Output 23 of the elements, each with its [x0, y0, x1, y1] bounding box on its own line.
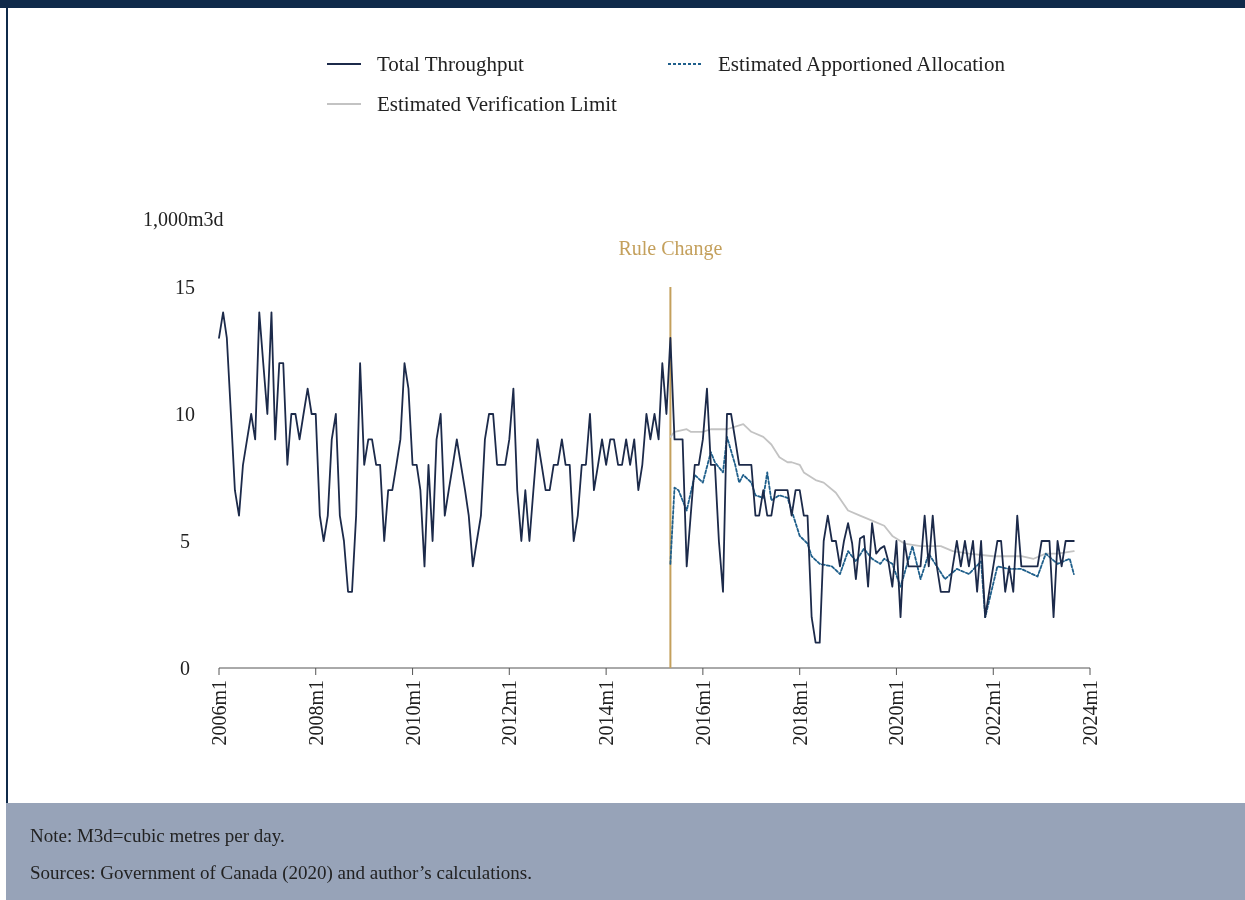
- legend-label: Estimated Apportioned Allocation: [718, 52, 1006, 76]
- x-tick-label: 2006m1: [208, 680, 230, 746]
- text: Note: M3d=cubic metres per day.: [30, 825, 285, 846]
- line-series: [669, 423, 1075, 560]
- ref-line-label: Rule Change: [618, 237, 723, 260]
- x-tick-label: 2024m1: [1079, 680, 1101, 746]
- y-tick-label: 10: [175, 403, 195, 425]
- x-tick-label: 2020m1: [885, 680, 908, 746]
- x-tick-label: 2018m1: [788, 680, 811, 746]
- line-series: [218, 311, 1075, 644]
- legend-label: Total Throughput: [377, 52, 525, 76]
- x-tick-label: 2010m1: [401, 680, 424, 746]
- x-tick-label: 2014m1: [595, 680, 618, 746]
- x-tick-label: 2016m1: [691, 680, 714, 746]
- legend-label: Estimated Verification Limit: [377, 92, 618, 116]
- y-tick-label: 0: [180, 657, 190, 679]
- source-note: Sources: Government of Canada (2020) and author’s calculations.: [30, 862, 532, 884]
- x-tick-label: 2022m1: [982, 680, 1005, 746]
- y-tick-label: 15: [175, 276, 195, 298]
- y-tick-label: 5: [180, 530, 190, 552]
- y-axis-title: 1,000m3d: [143, 208, 224, 230]
- x-tick-label: 2012m1: [498, 680, 521, 746]
- x-tick-label: 2008m1: [304, 680, 327, 746]
